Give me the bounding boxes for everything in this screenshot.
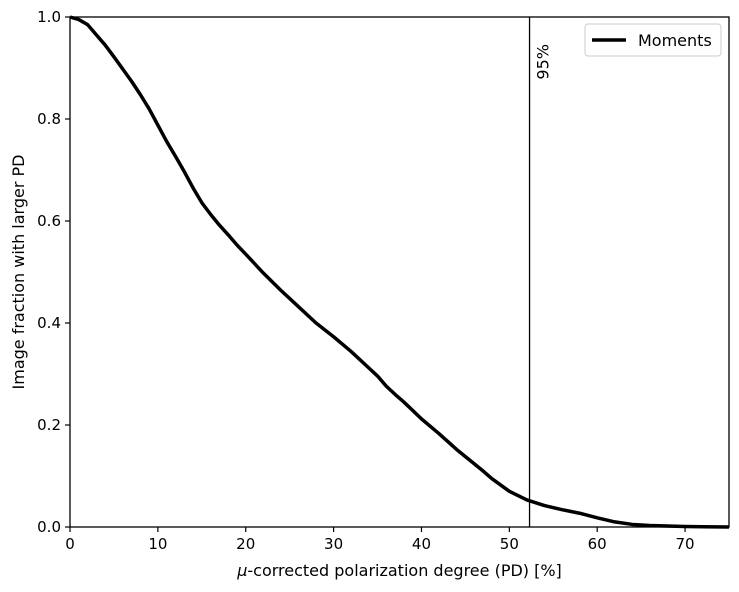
x-tick-label: 70 <box>676 535 695 553</box>
y-tick-label: 0.4 <box>37 314 61 332</box>
legend: Moments <box>584 23 722 57</box>
x-tick-label: 30 <box>324 535 343 553</box>
x-tick-label: 60 <box>588 535 607 553</box>
x-tick-label: 20 <box>236 535 255 553</box>
x-axis-label-symbol: μ <box>236 561 247 580</box>
percentile-label: 95% <box>534 44 553 80</box>
y-tick-label: 0.2 <box>37 416 61 434</box>
y-tick-label: 0.6 <box>37 212 61 230</box>
x-axis-label: μ-corrected polarization degree (PD) [%] <box>236 561 562 580</box>
series-line-moments <box>69 15 730 529</box>
legend-box <box>584 23 722 57</box>
legend-label-moments: Moments <box>638 31 712 50</box>
y-axis-label: Image fraction with larger PD <box>9 155 28 390</box>
y-tick-label: 1.0 <box>37 8 61 26</box>
x-tick-label: 40 <box>412 535 431 553</box>
ticks-layer: 0 10 20 30 40 50 60 70 0.0 0.2 0.4 0.6 0.8 1.0 <box>37 8 694 553</box>
plot-frame <box>69 16 730 528</box>
x-tick-label: 0 <box>65 535 75 553</box>
x-axis-label-text: -corrected polarization degree (PD) [%] <box>247 561 561 580</box>
y-tick-label: 0.8 <box>37 110 61 128</box>
y-tick-label: 0.0 <box>37 518 61 536</box>
x-tick-label: 10 <box>148 535 167 553</box>
x-tick-label: 50 <box>500 535 519 553</box>
